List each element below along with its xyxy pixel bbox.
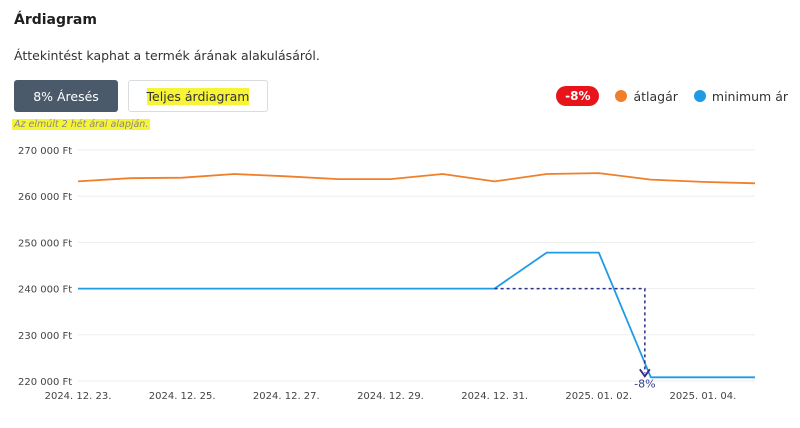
legend-dot-average-icon [615,90,628,102]
y-tick-label: 260 000 Ft [18,192,72,203]
y-tick-label: 220 000 Ft [18,377,72,388]
chart-legend: -8% átlagár minimum ár [556,86,788,106]
legend-dot-minimum-icon [693,90,706,102]
x-tick-label: 2024. 12. 29. [357,391,424,402]
y-tick-label: 240 000 Ft [18,285,72,296]
full-chart-button[interactable]: Teljes árdiagram [128,80,268,112]
x-tick-label: 2024. 12. 23. [45,391,112,402]
page-title: Árdiagram [14,12,97,28]
x-tick-label: 2024. 12. 27. [253,391,320,402]
drop-annotation-label: -8% [634,377,655,390]
y-tick-label: 270 000 Ft [18,146,72,157]
legend-item-minimum[interactable]: minimum ár [693,88,788,104]
discount-badge: -8% [556,86,600,106]
x-tick-label: 2025. 01. 04. [670,391,737,402]
x-tick-label: 2024. 12. 25. [149,391,216,402]
legend-item-average[interactable]: átlagár [615,88,678,104]
drop-annotation-line [494,287,646,374]
page-subtitle: Áttekintést kaphat a termék árának alaku… [14,48,320,63]
discount-button[interactable]: 8% Áresés [14,80,118,112]
legend-label-average: átlagár [633,88,678,104]
legend-label-minimum: minimum ár [711,88,788,104]
x-tick-label: 2024. 12. 31. [461,391,528,402]
chart-note: Az elmúlt 2 hét árai alapján. [12,119,151,130]
y-tick-label: 230 000 Ft [18,331,72,342]
drop-arrow-icon [639,368,651,378]
y-tick-label: 250 000 Ft [18,238,72,249]
series-line-average [77,172,756,185]
series-line-minimum [78,251,755,379]
full-chart-button-label: Teljes árdiagram [146,87,250,105]
x-tick-label: 2025. 01. 02. [565,391,632,402]
